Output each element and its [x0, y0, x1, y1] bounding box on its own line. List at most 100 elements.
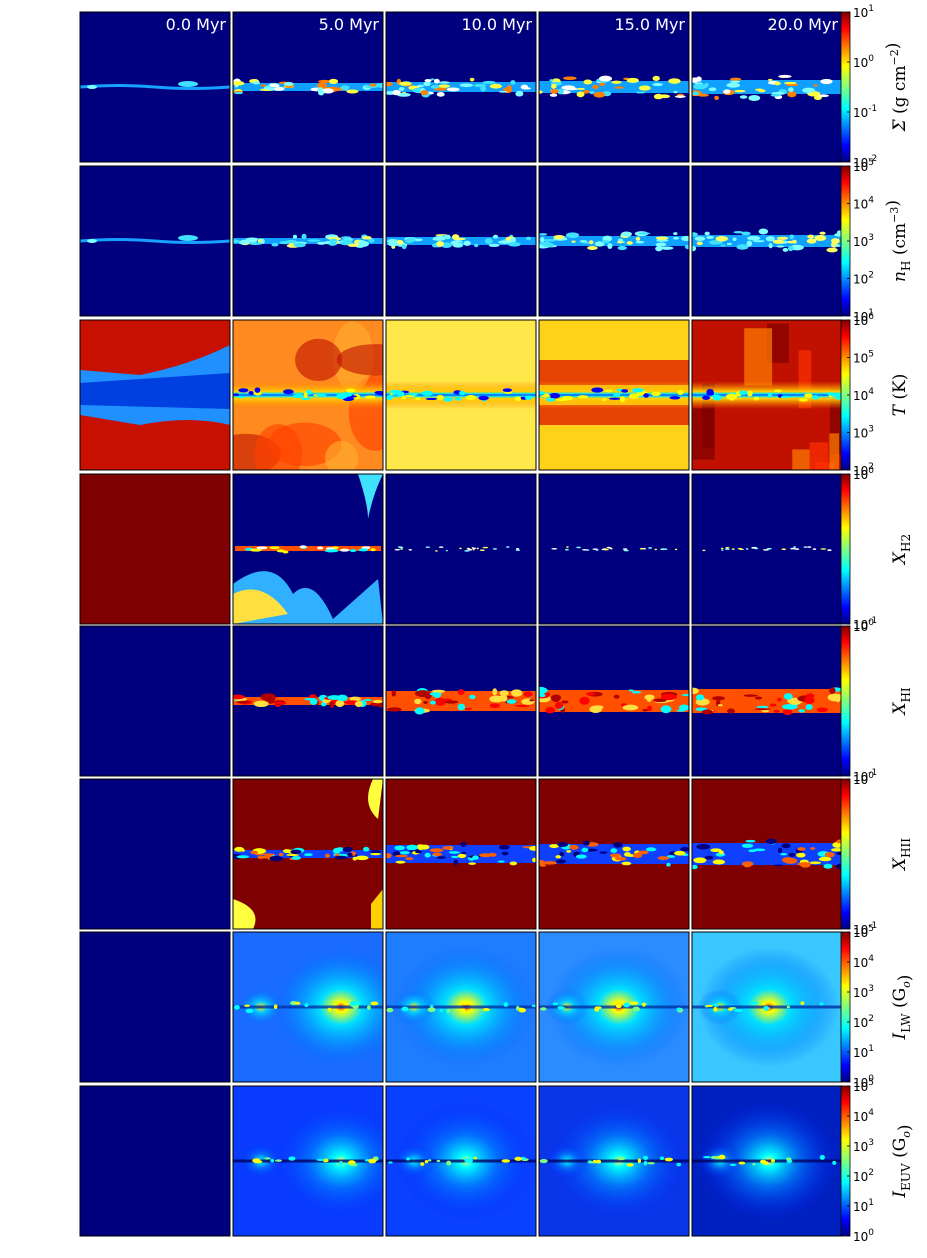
gas-clump	[656, 239, 669, 242]
gas-clump	[539, 863, 547, 867]
gas-clump	[260, 238, 265, 244]
gas-clump	[269, 83, 280, 88]
gas-clump	[794, 548, 800, 550]
gas-clump	[557, 841, 569, 847]
gas-clump	[492, 688, 498, 696]
gas-clump	[648, 547, 653, 549]
gas-clump	[291, 856, 301, 860]
shadow-band	[233, 1005, 383, 1009]
source-spot	[273, 1004, 278, 1009]
gas-clump	[290, 849, 302, 854]
gas-clump	[292, 234, 298, 239]
source-spot	[832, 1160, 837, 1165]
source-spot	[643, 1160, 648, 1166]
colorbar-tick-label: 103	[853, 984, 874, 1000]
gas-clump	[564, 548, 569, 551]
source-spot	[763, 1005, 769, 1011]
gas-clump	[769, 703, 777, 707]
gas-clump	[554, 701, 564, 709]
gas-clump	[782, 708, 793, 716]
panel-ilw-1	[232, 931, 384, 1083]
source-spot	[252, 1158, 261, 1163]
gas-clump	[797, 862, 811, 866]
gas-clump	[812, 548, 817, 550]
gas-clump	[824, 851, 835, 858]
gas-clump	[674, 548, 678, 551]
gas-clump	[415, 690, 431, 698]
gas-clump	[694, 236, 706, 241]
gas-clump	[681, 235, 689, 242]
gas-clump	[576, 91, 585, 98]
gas-clump	[479, 549, 485, 552]
gas-clump	[472, 548, 475, 551]
source-spot	[626, 1163, 634, 1167]
gas-clump	[806, 546, 812, 548]
gas-clump	[727, 708, 735, 714]
colorbar-tick-label: 102	[853, 271, 874, 287]
gas-clump	[754, 696, 763, 700]
gas-clump	[755, 708, 771, 711]
gas-clump	[829, 687, 836, 694]
gas-clump	[545, 706, 556, 714]
source-spot	[327, 1007, 332, 1012]
gas-clump	[395, 860, 406, 864]
gas-clump	[316, 241, 326, 245]
gas-clump	[654, 548, 658, 551]
colorbar-gradient	[840, 1085, 851, 1237]
gas-clump	[739, 95, 748, 99]
gas-clump	[362, 846, 370, 852]
gas-clump	[430, 700, 436, 705]
source-spot	[304, 1003, 309, 1008]
gas-clump	[178, 235, 198, 241]
gas-clump	[409, 393, 419, 396]
gas-clump	[282, 550, 289, 554]
gas-clump	[566, 232, 580, 239]
gas-clump	[766, 547, 772, 550]
gas-clump	[425, 546, 431, 548]
source-spot	[676, 1007, 681, 1012]
gas-clump	[457, 703, 466, 711]
gas-clump	[803, 546, 808, 548]
gas-clump	[655, 236, 669, 240]
gas-clump	[285, 239, 298, 244]
gas-clump	[514, 704, 531, 707]
gas-clump	[369, 83, 376, 87]
gas-clump	[827, 549, 832, 552]
gas-clump	[442, 846, 454, 850]
gas-clump	[677, 389, 684, 395]
gas-clump	[672, 236, 679, 240]
gas-clump	[751, 547, 756, 549]
gas-clump	[753, 396, 760, 401]
panel-xhii-3	[538, 778, 690, 930]
hot-plume	[829, 433, 840, 470]
gas-clump	[301, 397, 311, 401]
gas-clump	[318, 79, 331, 84]
gas-clump	[697, 93, 709, 97]
disc-band	[233, 83, 383, 91]
gas-clump	[559, 851, 565, 857]
gas-clump	[236, 700, 251, 704]
gas-clump	[692, 864, 698, 870]
gas-clump	[566, 546, 569, 548]
gas-clump	[398, 87, 405, 91]
gas-clump	[458, 390, 466, 396]
gas-clump	[532, 857, 536, 863]
gas-clump	[370, 548, 376, 552]
colorbar-tick-label: 100	[853, 618, 874, 634]
gas-clump	[807, 234, 815, 239]
gas-clump	[343, 397, 353, 402]
disc-band	[692, 80, 842, 94]
gas-clump	[621, 231, 632, 237]
gas-clump	[747, 235, 761, 241]
gas-clump	[704, 231, 710, 236]
gas-clump	[783, 81, 797, 85]
panel-frame	[385, 625, 537, 777]
colorbar-tick-label: 105	[853, 924, 874, 940]
gas-clump	[452, 242, 463, 248]
panel-xhii-2	[385, 778, 537, 930]
gas-clump	[620, 396, 626, 403]
gas-clump	[631, 388, 644, 393]
source-spot	[594, 1007, 600, 1012]
panel-xh2-2	[385, 473, 537, 625]
panel-frame	[232, 778, 384, 930]
